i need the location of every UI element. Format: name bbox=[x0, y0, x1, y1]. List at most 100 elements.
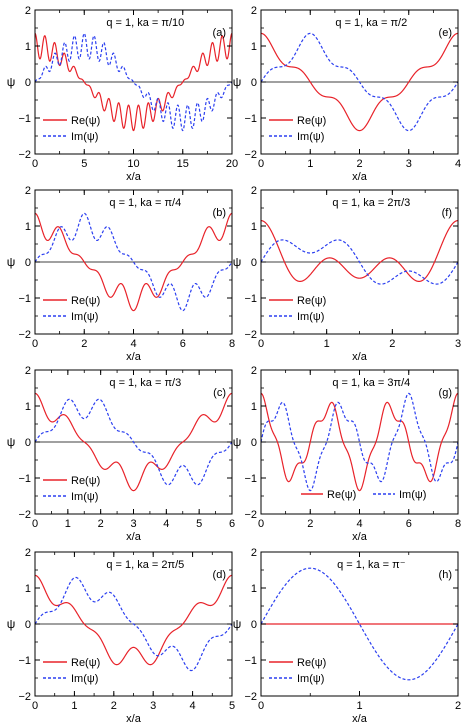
x-tick-label: 3 bbox=[455, 338, 461, 350]
x-tick-label: 5 bbox=[196, 518, 202, 530]
legend-label-im: Im(ψ) bbox=[399, 489, 426, 501]
y-tick-label: 2 bbox=[25, 547, 31, 559]
y-tick-label: 2 bbox=[251, 365, 257, 377]
x-tick-label: 8 bbox=[229, 338, 235, 350]
y-tick-label: 0 bbox=[251, 619, 257, 631]
y-tick-label: 1 bbox=[251, 401, 257, 413]
y-tick-label: −2 bbox=[18, 691, 31, 703]
x-tick-label: 0 bbox=[258, 158, 264, 170]
x-tick-label: 2 bbox=[455, 700, 461, 712]
y-tick-label: −2 bbox=[18, 509, 31, 521]
x-tick-label: 0 bbox=[258, 518, 264, 530]
y-axis-label: ψ bbox=[233, 255, 242, 269]
y-tick-label: −1 bbox=[244, 655, 257, 667]
legend-label-im: Im(ψ) bbox=[297, 311, 324, 323]
legend-label-im: Im(ψ) bbox=[71, 673, 98, 685]
y-tick-label: 1 bbox=[25, 41, 31, 53]
chart-panel-h: 0 1 2 −2 −1 0 1 2 x/a ψ q = 1, ka = π⁻ (h) Re(ψ) Im(ψ… bbox=[233, 547, 461, 725]
x-axis-label: x/a bbox=[126, 713, 142, 725]
y-axis-label: ψ bbox=[7, 617, 16, 631]
legend-label-re: Re(ψ) bbox=[71, 475, 100, 487]
legend-label-im: Im(ψ) bbox=[297, 131, 324, 143]
y-tick-label: −2 bbox=[244, 149, 257, 161]
x-tick-label: 1 bbox=[324, 338, 330, 350]
chart-panel-b: 0 2 4 6 8 −2 −1 0 1 2 x/a ψ q = 1, ka = π/4 (b) Re(ψ) I… bbox=[7, 185, 235, 363]
x-axis-label: x/a bbox=[126, 351, 142, 363]
panel-letter: (h) bbox=[439, 569, 452, 581]
y-tick-label: 2 bbox=[251, 185, 257, 197]
x-tick-label: 8 bbox=[455, 518, 461, 530]
y-tick-label: −1 bbox=[18, 655, 31, 667]
y-tick-label: 1 bbox=[251, 583, 257, 595]
x-tick-label: 2 bbox=[98, 518, 104, 530]
legend: Re(ψ) Im(ψ) bbox=[43, 657, 100, 685]
x-tick-label: 3 bbox=[130, 518, 136, 530]
x-tick-label: 4 bbox=[190, 700, 196, 712]
x-tick-label: 15 bbox=[177, 158, 189, 170]
panel-annotation: q = 1, ka = π/10 bbox=[106, 17, 184, 29]
x-axis-label: x/a bbox=[352, 713, 368, 725]
series-re-line bbox=[261, 392, 458, 492]
x-tick-label: 2 bbox=[81, 338, 87, 350]
panel-letter: (a) bbox=[213, 27, 226, 39]
y-axis-label: ψ bbox=[233, 435, 242, 449]
x-tick-label: 1 bbox=[65, 518, 71, 530]
legend: Re(ψ) Im(ψ) bbox=[301, 489, 426, 501]
y-tick-label: 2 bbox=[25, 185, 31, 197]
legend-label-im: Im(ψ) bbox=[71, 311, 98, 323]
y-tick-label: 2 bbox=[25, 5, 31, 17]
legend-label-re: Re(ψ) bbox=[297, 295, 326, 307]
x-tick-label: 4 bbox=[163, 518, 169, 530]
x-tick-label: 4 bbox=[356, 518, 362, 530]
chart-panel-c: 0 1 2 3 4 5 6 −2 −1 0 1 2 x/a ψ q = 1, ka = π/3 (c) Re(ψ… bbox=[7, 365, 235, 543]
series-re-line bbox=[261, 32, 458, 132]
y-tick-label: 0 bbox=[25, 437, 31, 449]
y-tick-label: −1 bbox=[244, 293, 257, 305]
panel-annotation: q = 1, ka = 3π/4 bbox=[332, 377, 410, 389]
y-tick-label: −1 bbox=[18, 473, 31, 485]
x-tick-label: 4 bbox=[130, 338, 136, 350]
y-tick-label: 1 bbox=[25, 401, 31, 413]
y-tick-label: −1 bbox=[244, 113, 257, 125]
x-tick-label: 5 bbox=[81, 158, 87, 170]
legend: Re(ψ) Im(ψ) bbox=[43, 115, 100, 143]
x-tick-label: 3 bbox=[406, 158, 412, 170]
y-tick-label: 2 bbox=[251, 5, 257, 17]
x-axis-label: x/a bbox=[352, 351, 368, 363]
series-im-line bbox=[35, 576, 232, 672]
panel-annotation: q = 1, ka = 2π/3 bbox=[332, 197, 410, 209]
x-tick-label: 3 bbox=[150, 700, 156, 712]
x-tick-label: 0 bbox=[32, 700, 38, 712]
y-axis-label: ψ bbox=[233, 617, 242, 631]
series-re-line bbox=[35, 212, 232, 312]
x-tick-label: 1 bbox=[356, 700, 362, 712]
legend-label-im: Im(ψ) bbox=[71, 491, 98, 503]
x-axis-label: x/a bbox=[126, 531, 142, 543]
series-re-line bbox=[35, 392, 232, 492]
chart-panel-d: 0 1 2 3 4 5 −2 −1 0 1 2 x/a ψ q = 1, ka = 2π/5 (d) Re(ψ… bbox=[7, 547, 235, 725]
x-tick-label: 0 bbox=[32, 518, 38, 530]
legend-label-re: Re(ψ) bbox=[327, 489, 356, 501]
y-tick-label: −2 bbox=[18, 149, 31, 161]
panel-letter: (f) bbox=[442, 207, 452, 219]
y-tick-label: 2 bbox=[251, 547, 257, 559]
y-tick-label: 2 bbox=[25, 365, 31, 377]
y-axis-label: ψ bbox=[7, 255, 16, 269]
y-tick-label: 1 bbox=[251, 41, 257, 53]
y-tick-label: −1 bbox=[18, 293, 31, 305]
x-tick-label: 0 bbox=[258, 700, 264, 712]
series-im-line bbox=[261, 392, 458, 492]
x-tick-label: 4 bbox=[455, 158, 461, 170]
legend-label-im: Im(ψ) bbox=[71, 131, 98, 143]
x-tick-label: 6 bbox=[406, 518, 412, 530]
y-tick-label: 0 bbox=[251, 437, 257, 449]
x-tick-label: 6 bbox=[229, 518, 235, 530]
panel-annotation: q = 1, ka = π/2 bbox=[335, 17, 407, 29]
series-re-line bbox=[35, 32, 232, 132]
y-tick-label: 0 bbox=[251, 77, 257, 89]
legend-label-re: Re(ψ) bbox=[71, 657, 100, 669]
legend: Re(ψ) Im(ψ) bbox=[269, 115, 326, 143]
x-tick-label: 20 bbox=[226, 158, 238, 170]
y-tick-label: 0 bbox=[25, 77, 31, 89]
panel-annotation: q = 1, ka = π/3 bbox=[109, 377, 181, 389]
